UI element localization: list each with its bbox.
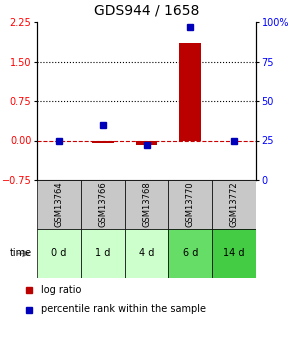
Text: GDS944 / 1658: GDS944 / 1658 [94, 4, 199, 18]
Bar [37, 180, 81, 229]
Bar [92, 140, 114, 143]
Bar [168, 229, 212, 278]
Text: time: time [10, 248, 32, 258]
Text: 4 d: 4 d [139, 248, 154, 258]
Text: GSM13768: GSM13768 [142, 181, 151, 227]
Bar [168, 180, 212, 229]
Text: GSM13772: GSM13772 [230, 182, 239, 227]
Text: GSM13764: GSM13764 [54, 182, 63, 227]
Text: 14 d: 14 d [223, 248, 245, 258]
Bar [212, 229, 256, 278]
Bar [125, 229, 168, 278]
Text: GSM13770: GSM13770 [186, 182, 195, 227]
Text: GSM13766: GSM13766 [98, 181, 107, 227]
Bar [212, 180, 256, 229]
Text: percentile rank within the sample: percentile rank within the sample [41, 305, 206, 315]
Bar [81, 229, 125, 278]
Text: 0 d: 0 d [51, 248, 67, 258]
Bar [37, 229, 81, 278]
Text: log ratio: log ratio [41, 285, 81, 295]
Bar [81, 180, 125, 229]
Bar [179, 43, 201, 140]
Text: 1 d: 1 d [95, 248, 110, 258]
Bar [136, 140, 157, 145]
Bar [125, 180, 168, 229]
Text: 6 d: 6 d [183, 248, 198, 258]
